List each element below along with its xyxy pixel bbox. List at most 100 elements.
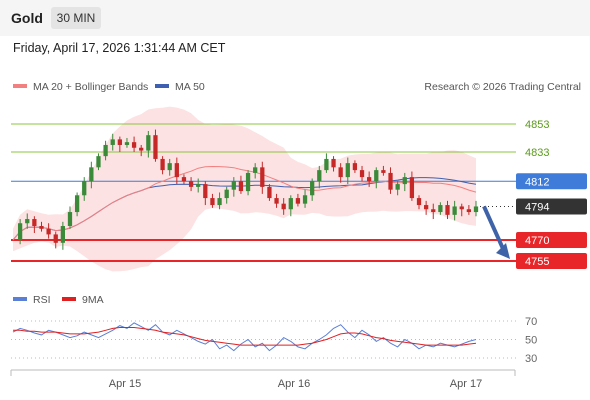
level-label-4833: 4833 — [525, 147, 549, 159]
candle-body — [96, 156, 101, 168]
candle-body — [302, 195, 308, 204]
candle — [210, 193, 215, 208]
candle — [324, 153, 329, 173]
candle-body — [39, 226, 44, 229]
candle — [25, 213, 30, 229]
candle — [317, 165, 322, 189]
candle-body — [388, 172, 393, 190]
rsi-line — [12, 322, 477, 352]
candle — [388, 167, 393, 194]
candle — [174, 157, 179, 185]
candle — [245, 170, 251, 196]
candle — [146, 130, 151, 158]
candle — [110, 133, 115, 151]
candle — [181, 174, 187, 185]
candle-body — [110, 139, 115, 145]
candle — [203, 181, 208, 206]
candle — [473, 200, 479, 217]
level-tag-4794 — [516, 198, 587, 215]
candle — [302, 189, 308, 208]
candle — [459, 203, 464, 217]
candle-body — [46, 228, 51, 235]
forecast-head — [496, 242, 510, 259]
candle — [131, 136, 137, 152]
candle — [167, 158, 172, 176]
candle — [466, 205, 472, 215]
timeframe-button[interactable]: 30 MIN — [51, 7, 101, 29]
forecast-shaft — [482, 205, 506, 252]
top-bar: Gold 30 MIN — [0, 0, 590, 36]
candle-body — [167, 163, 172, 171]
candle-body — [317, 170, 322, 182]
candle-body — [352, 163, 358, 171]
level-label-4770: 4770 — [525, 235, 549, 247]
candle — [310, 178, 315, 201]
candle — [267, 184, 272, 201]
rsi-tick-50: 50 — [525, 335, 537, 347]
rsi-panel: 70 50 30 — [11, 316, 537, 365]
candle — [338, 163, 343, 183]
candle — [160, 156, 165, 175]
candle-body — [459, 206, 464, 210]
candle-body — [445, 205, 450, 215]
candle-body — [288, 198, 293, 210]
candle-body — [67, 212, 73, 227]
candle-body — [231, 181, 236, 190]
candle-body — [17, 223, 23, 240]
candle — [253, 163, 258, 179]
candle-body — [238, 181, 244, 192]
candle — [17, 219, 23, 245]
candle-body — [367, 177, 372, 182]
ma20-line — [12, 165, 477, 241]
candle — [331, 156, 336, 172]
rsi-tick-30: 30 — [525, 353, 537, 365]
price-levels: 4853 4833 4812 4794 4770 4755 — [11, 119, 587, 269]
candle-body — [32, 219, 37, 227]
candle — [217, 192, 222, 210]
legend-rsi: RSI — [33, 294, 51, 306]
candle-body — [217, 198, 222, 206]
legend-ma20-swatch — [13, 84, 27, 88]
candle — [281, 198, 286, 215]
candle-body — [131, 142, 137, 148]
candle — [96, 153, 101, 171]
candle — [231, 177, 236, 197]
candle — [53, 231, 58, 249]
candle — [124, 137, 130, 148]
candle — [139, 144, 144, 157]
candle-body — [466, 209, 472, 213]
bollinger-band-area — [13, 106, 476, 272]
candle — [153, 129, 158, 162]
candle — [438, 202, 443, 215]
candle-body — [345, 163, 350, 178]
forecast-arrow — [482, 205, 510, 259]
candle — [452, 200, 457, 221]
candle-body — [359, 170, 365, 178]
candle — [196, 178, 201, 193]
candle — [402, 172, 407, 192]
instrument-title: Gold — [11, 10, 43, 26]
legend-ma50: MA 50 — [175, 81, 205, 93]
candle — [67, 206, 73, 229]
bollinger-bands — [13, 106, 476, 272]
candle — [89, 161, 94, 189]
candle — [424, 200, 429, 215]
level-label-4853: 4853 — [525, 119, 549, 131]
moving-averages — [12, 165, 477, 241]
candle-body — [424, 205, 429, 210]
candle — [345, 157, 350, 185]
candle-body — [452, 206, 457, 215]
rsi-tick-70: 70 — [525, 316, 537, 328]
candle — [60, 221, 65, 250]
candle-body — [260, 167, 265, 187]
candle — [238, 175, 244, 194]
candle-body — [374, 170, 379, 182]
candle-body — [338, 167, 343, 178]
candle-body — [174, 163, 179, 178]
candle-body — [431, 209, 436, 213]
candle-body — [395, 184, 400, 190]
candle-body — [267, 186, 272, 199]
candle-body — [310, 181, 315, 196]
candle-body — [146, 135, 151, 151]
candle-body — [25, 219, 30, 224]
